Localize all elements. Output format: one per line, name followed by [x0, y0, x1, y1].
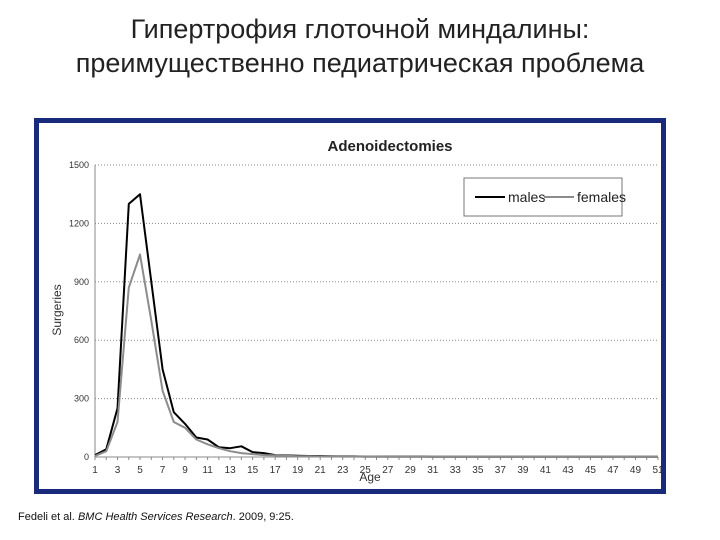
- x-tick-label: 7: [160, 465, 166, 476]
- legend: males females: [463, 177, 626, 217]
- x-tick-label: 15: [247, 465, 259, 476]
- x-tick-label: 37: [495, 465, 507, 476]
- x-axis-label: Age: [359, 470, 381, 484]
- x-tick-label: 5: [137, 465, 143, 476]
- y-tick-label: 900: [74, 277, 89, 287]
- x-tick-label: 21: [315, 465, 327, 476]
- x-tick-label: 25: [360, 465, 372, 476]
- y-tick-label: 0: [84, 452, 89, 462]
- series-line-males: [94, 193, 658, 458]
- x-tick-label: 17: [270, 465, 282, 476]
- y-tick-label: 600: [74, 335, 89, 345]
- y-tick-label: 300: [74, 394, 89, 404]
- x-tick-label: 19: [292, 465, 304, 476]
- y-tick-label: 1500: [69, 160, 89, 170]
- legend-label-males: males: [508, 189, 545, 205]
- x-tick-label: 45: [585, 465, 597, 476]
- grid-lines: [95, 164, 658, 400]
- x-tick-label: 29: [405, 465, 417, 476]
- x-tick-label: 23: [337, 465, 349, 476]
- x-tick-label: 3: [115, 465, 121, 476]
- x-tick-label: 1: [92, 465, 98, 476]
- x-tick-label: 41: [540, 465, 552, 476]
- x-tick-label: 35: [472, 465, 484, 476]
- slide-title-line-1: Гипертрофия глоточной миндалины:: [130, 14, 590, 44]
- series-lines: [94, 193, 658, 458]
- x-tick-label: 47: [607, 465, 619, 476]
- slide-title: Гипертрофия глоточной миндалины: преимущ…: [0, 12, 720, 80]
- slide-title-line-2: преимущественно педиатрическая проблема: [75, 48, 645, 78]
- citation: Fedeli et al. BMC Health Services Resear…: [18, 511, 294, 523]
- x-tick-label: 27: [382, 465, 394, 476]
- citation-journal: BMC Health Services Research: [77, 511, 233, 523]
- series-line-females: [94, 253, 658, 458]
- x-tick-label: 13: [225, 465, 237, 476]
- x-tick-label: 39: [517, 465, 529, 476]
- x-tick-label: 49: [630, 465, 642, 476]
- y-axis-label: Surgeries: [50, 284, 64, 335]
- x-tick-label: 11: [202, 465, 213, 476]
- x-tick-label: 31: [427, 465, 439, 476]
- citation-details: . 2009, 9:25.: [232, 511, 294, 523]
- x-tick-label: 51: [652, 465, 661, 476]
- x-tick-label: 43: [562, 465, 574, 476]
- legend-label-females: females: [577, 189, 626, 205]
- citation-authors: Fedeli et al.: [18, 511, 75, 523]
- chart-title: Adenoidectomies: [327, 138, 452, 155]
- x-tick-label: 33: [450, 465, 462, 476]
- x-tick-label: 9: [182, 465, 188, 476]
- chart-frame: Adenoidectomies 0 300 600 900 1200 1500 1 3 5 7 9 1…: [34, 118, 666, 494]
- y-tick-label: 1200: [69, 218, 89, 228]
